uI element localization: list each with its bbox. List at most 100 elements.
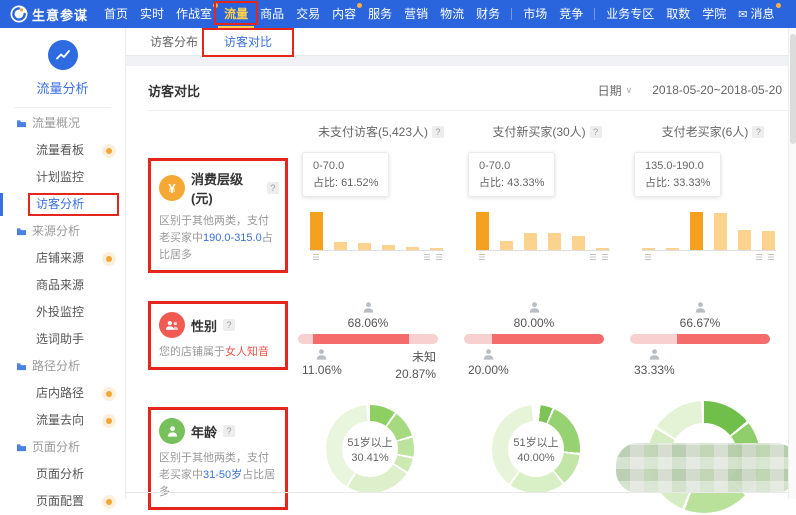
sidebar-item-shop-source[interactable]: 店铺来源 (0, 245, 125, 272)
axis-tick-marks (310, 251, 444, 261)
sidebar: 流量分析 流量概况 流量看板 计划监控 访客分析 来源分析 店铺来源 商品来源 … (0, 28, 126, 499)
app-title: 生意参谋 (32, 5, 88, 24)
person-icon (159, 418, 185, 444)
traffic-analysis-icon (48, 40, 78, 70)
vertical-scrollbar[interactable] (788, 28, 796, 499)
nav-item-marketing[interactable]: 营销 (398, 0, 434, 28)
pixelated-redaction (616, 443, 796, 493)
help-icon[interactable]: ? (267, 182, 279, 194)
nav-item-competition[interactable]: 竞争 (553, 0, 589, 28)
app-logo-icon[interactable] (10, 5, 28, 23)
badge-dot (102, 414, 116, 428)
consumption-level-description: 区别于其他两类，支付老买家中190.0-315.0占比居多 (159, 213, 279, 264)
help-icon[interactable]: ? (223, 425, 235, 437)
row-consumption-level: ¥ 消费层级(元) ? 区别于其他两类，支付老买家中190.0-315.0占比居… (148, 148, 796, 273)
people-icon (159, 312, 185, 338)
nav-item-home[interactable]: 首页 (98, 0, 134, 28)
nav-item-trade[interactable]: 交易 (290, 0, 326, 28)
nav-item-war-room[interactable]: 作战室 (170, 0, 218, 28)
tab-visitor-distribution[interactable]: 访客分布 (150, 28, 198, 56)
nav-item-business-zone[interactable]: 业务专区 (600, 0, 660, 28)
consume-chart-unpaid: 0-70.0 占比: 61.52% (298, 148, 464, 273)
axis-tick-marks (642, 251, 776, 261)
bar-chart (476, 211, 610, 251)
consumption-level-label-block: ¥ 消费层级(元) ? 区别于其他两类，支付老买家中190.0-315.0占比居… (148, 158, 288, 273)
badge-dot (102, 144, 116, 158)
tab-bar: 访客分布 访客对比 (126, 28, 796, 56)
gender-description: 您的店铺属于女人知音 (159, 344, 279, 361)
yuan-icon: ¥ (159, 175, 185, 201)
sidebar-item-traffic-board[interactable]: 流量看板 (0, 137, 125, 164)
consume-chart-new-buyers: 0-70.0 占比: 43.33% (464, 148, 630, 273)
sidebar-item-visitor-analysis[interactable]: 访客分析 (0, 191, 125, 218)
sidebar-item-plan-monitor[interactable]: 计划监控 (0, 164, 125, 191)
divider (14, 107, 111, 108)
sidebar-group-traffic-overview[interactable]: 流量概况 (0, 110, 125, 137)
badge-dot (102, 252, 116, 266)
nav-item-finance[interactable]: 财务 (470, 0, 506, 28)
sidebar-item-word-helper[interactable]: 选词助手 (0, 326, 125, 353)
sidebar-group-source-analysis[interactable]: 来源分析 (0, 218, 125, 245)
folder-icon (16, 227, 27, 236)
gender-chart-new-buyers: 80.00% 20.00% (464, 291, 630, 381)
help-icon[interactable]: ? (752, 126, 764, 138)
nav-item-logistics[interactable]: 物流 (434, 0, 470, 28)
divider (148, 110, 796, 111)
sidebar-group-page-analysis[interactable]: 页面分析 (0, 434, 125, 461)
main-panel: 访客分布 访客对比 访客对比 日期 ∨ 2018-05-20~2018-05-2… (126, 28, 796, 499)
column-header-new-buyers: 支付新买家(30人)? (464, 123, 630, 140)
chart-tooltip: 0-70.0 占比: 61.52% (302, 152, 389, 197)
top-nav: 生意参谋 首页 实时 作战室 流量 商品 交易 内容 服务 营销 物流 财务 市… (0, 0, 796, 28)
badge-dot (102, 495, 116, 509)
divider (126, 56, 796, 66)
nav-item-content[interactable]: 内容 (326, 0, 362, 28)
consume-chart-old-buyers: 135.0-190.0 占比: 33.33% (630, 148, 796, 273)
help-icon[interactable]: ? (590, 126, 602, 138)
notification-dot (776, 3, 781, 8)
nav-divider (594, 8, 595, 20)
envelope-icon: ✉ (738, 9, 747, 21)
sidebar-item-traffic-destination[interactable]: 流量去向 (0, 407, 125, 434)
gender-ratio-bar (630, 334, 770, 344)
sidebar-item-page-analysis[interactable]: 页面分析 (0, 461, 125, 488)
folder-icon (16, 119, 27, 128)
bar-chart (642, 211, 776, 251)
divider (126, 492, 796, 493)
tab-visitor-comparison[interactable]: 访客对比 (224, 28, 272, 56)
age-description: 区别于其他两类，支付老买家中31-50岁占比居多 (159, 450, 279, 501)
male-icon (482, 348, 495, 361)
gender-ratio-bar (298, 334, 438, 344)
date-range-value: 2018-05-20~2018-05-20 (652, 83, 782, 97)
nav-item-academy[interactable]: 学院 (696, 0, 732, 28)
column-header-unpaid-visitors: 未支付访客(5,423人)? (298, 123, 464, 140)
gender-chart-old-buyers: 66.67% 33.33% (630, 291, 796, 381)
sidebar-panel-title: 流量分析 (0, 78, 125, 97)
nav-item-traffic[interactable]: 流量 (218, 0, 254, 28)
page-title: 访客对比 (148, 81, 200, 100)
female-icon (362, 301, 375, 314)
scrollbar-thumb[interactable] (790, 34, 796, 144)
axis-tick-marks (476, 251, 610, 261)
help-icon[interactable]: ? (432, 126, 444, 138)
sidebar-group-path-analysis[interactable]: 路径分析 (0, 353, 125, 380)
sidebar-item-product-source[interactable]: 商品来源 (0, 272, 125, 299)
nav-item-market[interactable]: 市场 (517, 0, 553, 28)
sidebar-item-page-config[interactable]: 页面配置 (0, 488, 125, 515)
nav-item-goods[interactable]: 商品 (254, 0, 290, 28)
sidebar-item-external-monitor[interactable]: 外投监控 (0, 299, 125, 326)
column-header-old-buyers: 支付老买家(6人)? (630, 123, 796, 140)
nav-item-realtime[interactable]: 实时 (134, 0, 170, 28)
female-icon (528, 301, 541, 314)
nav-item-service[interactable]: 服务 (362, 0, 398, 28)
sidebar-item-instore-path[interactable]: 店内路径 (0, 380, 125, 407)
badge-dot (102, 387, 116, 401)
chart-tooltip: 135.0-190.0 占比: 33.33% (634, 152, 721, 197)
nav-item-data-fetch[interactable]: 取数 (660, 0, 696, 28)
date-range-picker[interactable]: 日期 ∨ 2018-05-20~2018-05-20 (598, 82, 782, 99)
nav-item-messages[interactable]: ✉消息 (732, 0, 780, 28)
help-icon[interactable]: ? (223, 319, 235, 331)
